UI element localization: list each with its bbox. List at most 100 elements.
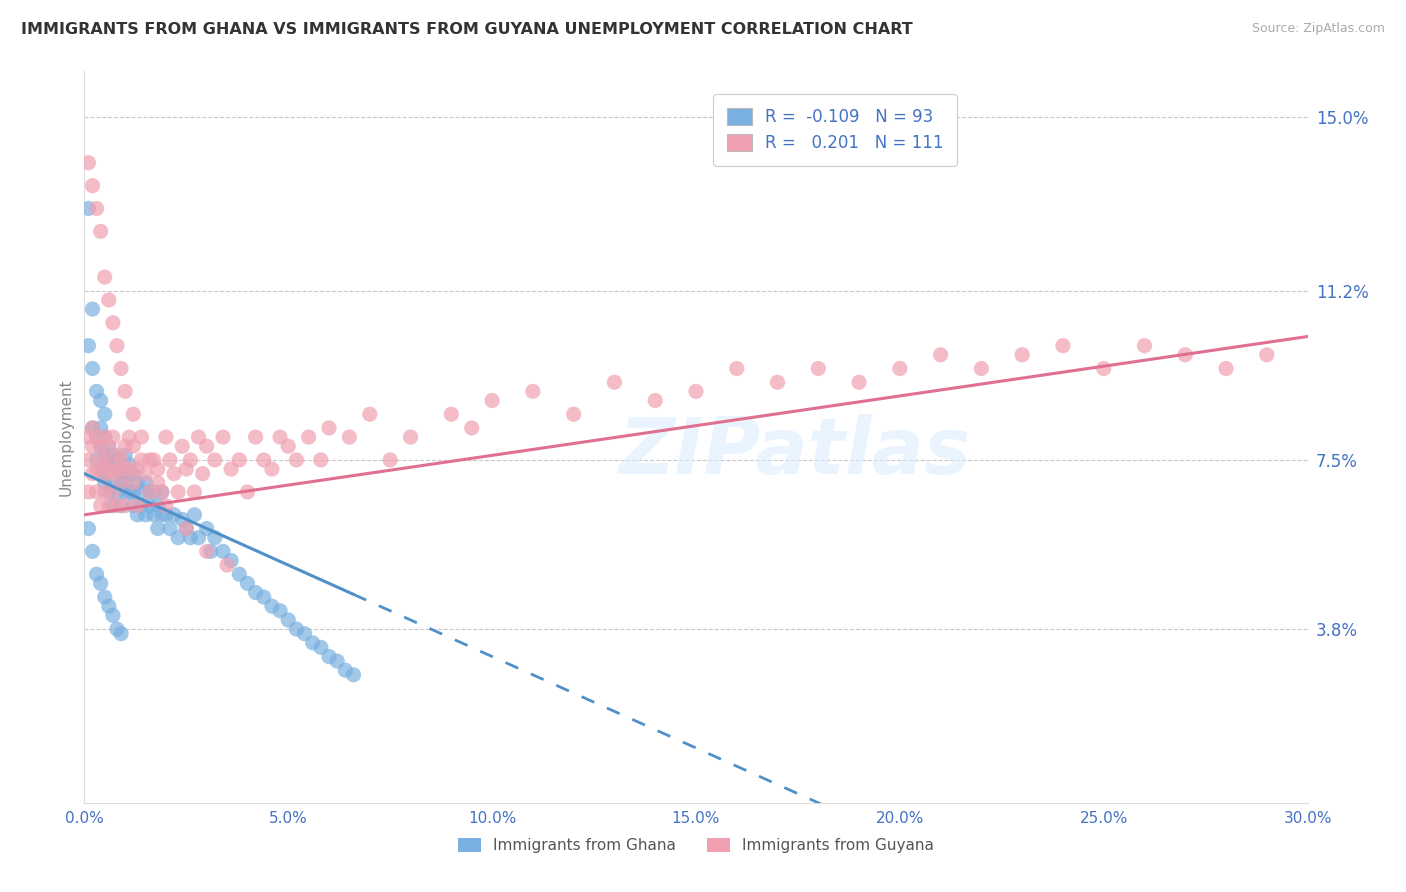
Point [131,485,153,500]
Point [187,531,209,545]
Point [159,453,181,467]
Point [90,499,112,513]
Point [725,361,748,376]
Point [172,439,194,453]
Point [82,361,104,376]
Point [97,453,120,467]
Point [127,462,149,476]
Point [253,590,276,604]
Point [90,421,112,435]
Point [97,439,120,453]
Point [97,499,120,513]
Point [93,485,115,500]
Point [86,202,108,216]
Point [114,462,136,476]
Point [118,430,141,444]
Point [101,430,124,444]
Point [86,430,108,444]
Point [1256,348,1278,362]
Point [1092,361,1115,376]
Point [105,622,128,636]
Point [101,449,124,463]
Point [285,622,308,636]
Point [105,499,128,513]
Point [122,499,145,513]
Point [461,421,484,435]
Point [90,439,112,453]
Legend: Immigrants from Ghana, Immigrants from Guyana: Immigrants from Ghana, Immigrants from G… [450,830,942,861]
Point [82,467,104,481]
Point [309,640,332,655]
Point [105,485,128,500]
Point [114,384,136,399]
Point [86,567,108,582]
Point [236,576,259,591]
Point [110,475,132,490]
Point [90,224,112,238]
Point [110,499,132,513]
Point [195,521,218,535]
Point [114,485,136,500]
Point [228,453,250,467]
Point [167,485,190,500]
Point [105,453,128,467]
Point [146,499,169,513]
Point [114,449,136,463]
Point [114,499,136,513]
Point [150,485,173,500]
Point [90,576,112,591]
Point [1215,361,1237,376]
Point [179,531,201,545]
Point [481,393,503,408]
Point [142,508,165,522]
Point [93,430,115,444]
Point [228,567,250,582]
Point [163,508,186,522]
Point [848,376,870,390]
Point [318,421,340,435]
Point [212,430,235,444]
Point [269,604,291,618]
Point [269,430,291,444]
Point [86,453,108,467]
Point [122,485,145,500]
Text: ZIPatlas: ZIPatlas [617,414,970,490]
Point [179,453,201,467]
Point [219,553,242,567]
Point [77,338,100,352]
Point [1052,338,1074,352]
Point [93,590,115,604]
Point [101,608,124,623]
Point [110,626,132,640]
Point [131,430,153,444]
Point [93,407,115,421]
Point [399,430,422,444]
Point [138,453,160,467]
Point [135,508,157,522]
Point [294,626,316,640]
Point [82,178,104,193]
Point [93,270,115,285]
Point [82,439,104,453]
Point [90,439,112,453]
Point [127,475,149,490]
Point [97,462,120,476]
Point [82,544,104,558]
Point [114,475,136,490]
Point [138,485,160,500]
Point [77,202,100,216]
Point [138,499,160,513]
Point [86,462,108,476]
Point [522,384,544,399]
Point [219,462,242,476]
Point [298,430,321,444]
Point [101,458,124,472]
Point [105,462,128,476]
Point [187,430,209,444]
Point [101,475,124,490]
Point [118,467,141,481]
Point [253,453,276,467]
Y-axis label: Unemployment: Unemployment [58,378,73,496]
Point [122,439,145,453]
Point [110,475,132,490]
